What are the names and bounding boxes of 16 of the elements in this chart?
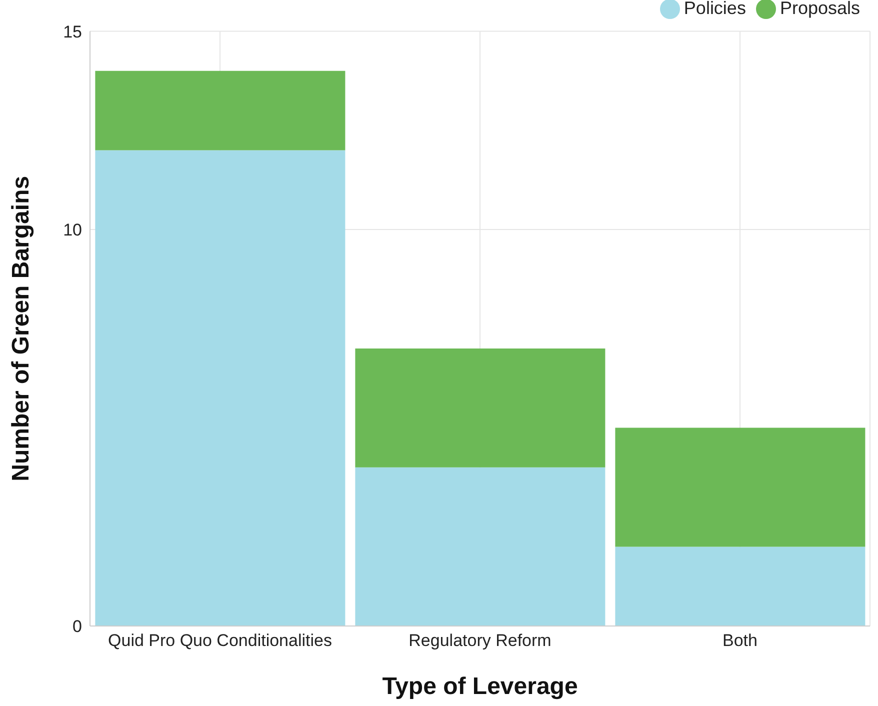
legend-label: Proposals <box>780 0 860 18</box>
y-axis-title: Number of Green Bargains <box>8 176 35 482</box>
x-axis-title: Type of Leverage <box>382 673 578 700</box>
bar <box>95 150 346 626</box>
y-tick-label: 10 <box>63 220 82 240</box>
x-tick-label: Quid Pro Quo Conditionalities <box>108 631 332 650</box>
bar <box>355 348 606 468</box>
x-tick-label: Regulatory Reform <box>408 631 552 650</box>
legend-label: Policies <box>684 0 746 18</box>
bar <box>95 70 346 150</box>
bar <box>355 467 606 626</box>
x-tick-label: Both <box>722 631 758 650</box>
bar <box>615 428 866 547</box>
bar <box>615 546 866 626</box>
y-tick-label: 15 <box>63 22 82 42</box>
y-tick-label: 0 <box>72 617 82 636</box>
